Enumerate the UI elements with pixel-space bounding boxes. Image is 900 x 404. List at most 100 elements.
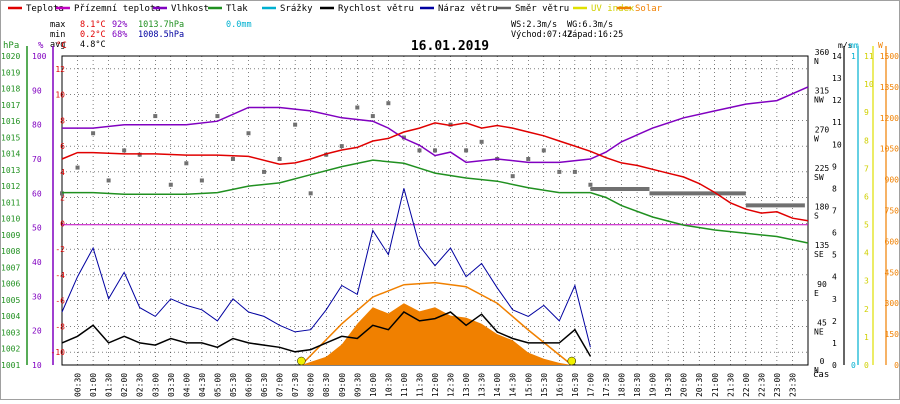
wind-dir-point <box>215 114 220 119</box>
legend-label: UV index <box>591 4 635 14</box>
legend-label: Přízemní teplota <box>74 4 161 14</box>
w-tick-label: 450 <box>885 268 900 277</box>
wind-info: WS:2.3m/s WG:6.3m/s Východ:07:42 Západ:1… <box>511 20 623 40</box>
time-axis-label: čas <box>813 369 829 380</box>
dir-tick-name: E <box>814 289 819 298</box>
wind-dir-point <box>137 152 142 157</box>
legend-label: Srážky <box>280 4 313 14</box>
time-tick-label: 16:00 <box>555 373 564 397</box>
temp-tick-label: 0 <box>60 219 65 228</box>
wind-dir-point <box>277 157 282 161</box>
uv-tick-label: 6 <box>864 192 869 201</box>
wind-dir-point <box>308 191 313 196</box>
hpa-tick-label: 1006 <box>1 280 20 289</box>
hpa-tick-label: 1002 <box>1 345 20 354</box>
ms-unit: m/s <box>838 41 853 50</box>
pct-tick-label: 40 <box>32 258 42 267</box>
time-tick-label: 09:00 <box>338 373 347 397</box>
dir-tick-label: 225 <box>815 164 830 173</box>
wind-dir-point <box>324 152 329 157</box>
time-tick-label: 10:00 <box>369 373 378 397</box>
time-tick-label: 08:00 <box>307 373 316 397</box>
ms-tick-label: 13 <box>832 74 842 83</box>
time-tick-label: 02:00 <box>120 373 129 397</box>
wind-dir-point <box>386 101 391 106</box>
w-tick-label: 1500 <box>880 52 899 61</box>
legend-label: Směr větru <box>515 4 569 14</box>
temp-tick-label: 10 <box>55 91 65 100</box>
pct-tick-label: 90 <box>32 86 42 95</box>
time-tick-label: 20:30 <box>695 373 704 397</box>
stat-min-label: min <box>50 30 65 40</box>
time-tick-label: 10:30 <box>384 373 393 397</box>
dir-tick-name: SW <box>814 173 824 182</box>
uv-tick-label: 2 <box>864 305 869 314</box>
wind-dir-point <box>433 148 437 153</box>
uv-tick-label: 4 <box>864 249 869 258</box>
mm-tick-label: 0 <box>851 361 856 370</box>
ms-tick-label: 7 <box>832 207 837 216</box>
stat-max-press: 1013.7hPa <box>138 20 184 30</box>
temp-tick-label: 6 <box>60 142 65 151</box>
time-tick-label: 13:00 <box>462 373 471 397</box>
hpa-tick-label: 1003 <box>1 328 20 337</box>
mm-unit: mm <box>849 41 859 50</box>
time-tick-label: 05:00 <box>213 373 222 397</box>
temp-tick-label: -2 <box>55 245 65 254</box>
time-tick-label: 03:00 <box>151 373 160 397</box>
ms-tick-label: 0 <box>832 361 837 370</box>
temp-tick-label: -6 <box>55 297 65 306</box>
time-tick-label: 23:30 <box>788 373 797 397</box>
time-tick-label: 05:30 <box>229 373 238 397</box>
hpa-tick-label: 1017 <box>1 101 20 110</box>
wind-dir-point <box>106 178 111 183</box>
hpa-tick-label: 1020 <box>1 52 20 61</box>
wind-dir-point <box>75 165 80 170</box>
solar-potential-line <box>300 281 573 366</box>
solar-area <box>301 303 572 365</box>
hpa-tick-label: 1008 <box>1 247 20 256</box>
dir-tick-label: 0 <box>820 357 825 366</box>
hpa-tick-label: 1005 <box>1 296 20 305</box>
uv-tick-label: 3 <box>864 277 869 286</box>
uv-tick-label: 0 <box>864 361 869 370</box>
temp-tick-label: 2 <box>60 194 65 203</box>
legend: Teplota Přízemní teplota Vlhkost Tlak Srážky… <box>8 4 663 14</box>
hpa-tick-label: 1016 <box>1 117 20 126</box>
stat-min-hum: 68% <box>112 30 127 40</box>
pct-tick-label: 100 <box>32 52 47 61</box>
hpa-tick-label: 1010 <box>1 215 20 224</box>
wind-speed-line <box>61 311 592 357</box>
time-tick-label: 14:00 <box>493 373 502 397</box>
ms-tick-label: 10 <box>832 140 842 149</box>
wind-dir-point <box>153 114 158 119</box>
w-tick-label: 600 <box>885 237 900 246</box>
time-tick-label: 21:00 <box>711 373 720 397</box>
dir-tick-label: 360 <box>815 48 830 57</box>
time-tick-label: 07:00 <box>276 373 285 397</box>
stat-max-label: max <box>50 20 65 30</box>
legend-label: Náraz větru <box>438 4 498 14</box>
time-tick-label: 12:30 <box>447 373 456 397</box>
time-tick-label: 03:30 <box>167 373 176 397</box>
time-tick-label: 11:00 <box>400 373 409 397</box>
wind-dir-point <box>262 169 267 174</box>
time-tick-label: 15:00 <box>524 373 533 397</box>
time-tick-label: 17:30 <box>602 373 611 397</box>
temp-unit: °C <box>56 41 67 51</box>
legend-label: Teplota <box>26 4 64 14</box>
stat-avg-label: avg <box>50 40 65 50</box>
pct-tick-label: 60 <box>32 189 42 198</box>
dir-tick-label: 180 <box>815 203 830 212</box>
time-tick-label: 06:00 <box>245 373 254 397</box>
ms-tick-label: 14 <box>832 52 842 61</box>
legend-label: Rychlost větru <box>338 4 414 14</box>
dir-tick-name: N <box>814 57 819 66</box>
dir-tick-label: 90 <box>817 280 827 289</box>
hpa-unit: hPa <box>3 41 19 51</box>
stat-max-rain: 0.0mm <box>226 20 252 30</box>
pct-tick-label: 70 <box>32 155 42 164</box>
time-tick-label: 16:30 <box>571 373 580 397</box>
